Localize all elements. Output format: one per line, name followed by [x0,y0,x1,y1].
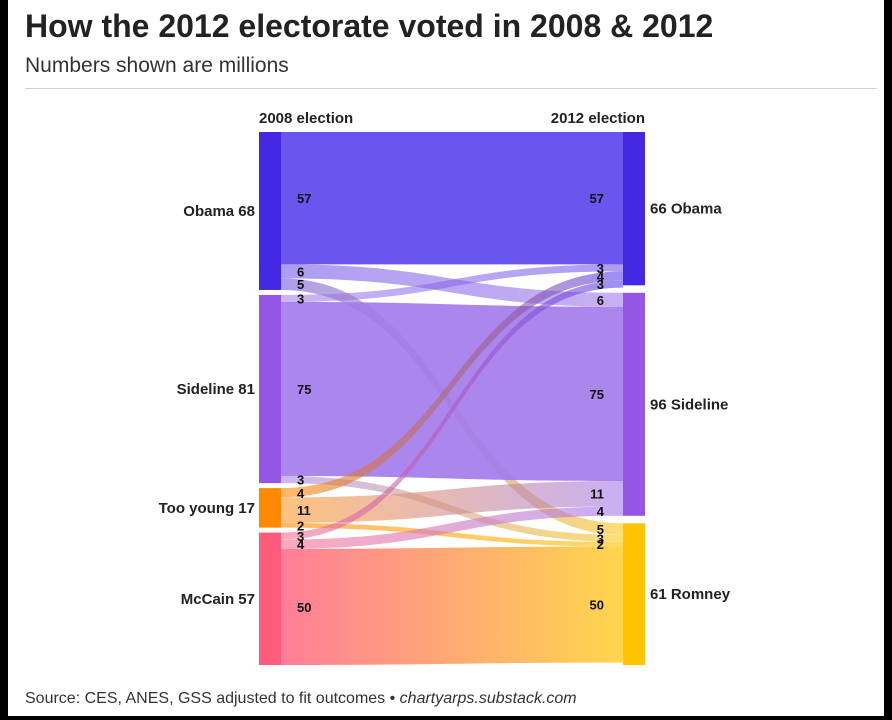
left-column-header: 2008 election [259,110,353,127]
node-label-romney12: 61 Romney [650,586,731,603]
flow-mccain08-sideline12 [281,506,623,549]
node-obama08 [259,132,281,290]
source-note: Source: CES, ANES, GSS adjusted to fit o… [25,690,577,708]
node-label-sideline12: 96 Sideline [650,396,728,413]
flow-mccain08-obama12 [281,280,623,540]
flow-young08-romney12 [281,522,623,547]
flow-label-left-mccain08-sideline12: 4 [297,537,305,552]
flow-label-right-mccain08-obama12: 3 [597,277,604,292]
flow-label-left-sideline08-romney12: 3 [297,473,304,488]
flow-label-right-obama08-obama12: 57 [590,191,604,206]
flow-young08-obama12 [281,271,623,498]
node-mccain08 [259,532,281,665]
flow-sideline08-sideline12 [281,301,623,481]
flow-obama08-obama12 [281,132,623,265]
node-label-sideline08: Sideline 81 [177,381,255,398]
flow-label-right-obama08-sideline12: 6 [597,293,604,308]
title-divider [25,88,877,89]
flow-label-left-mccain08-obama12: 3 [297,529,304,544]
flow-sideline08-obama12 [281,264,623,302]
source-text: Source: CES, ANES, GSS adjusted to fit o… [25,690,400,707]
right-column-header: 2012 election [551,110,645,127]
node-romney12 [623,523,645,665]
node-sideline12 [623,292,645,516]
node-obama12 [623,132,645,286]
node-label-obama12: 66 Obama [650,201,722,218]
flow-label-right-sideline08-sideline12: 75 [590,387,604,402]
flow-label-left-young08-romney12: 2 [297,518,304,533]
node-label-mccain08: McCain 57 [181,591,255,608]
flow-label-left-obama08-obama12: 57 [297,191,311,206]
flow-label-right-sideline08-romney12: 3 [597,531,604,546]
node-label-obama08: Obama 68 [183,203,255,220]
node-young08 [259,488,281,528]
flows-layer [281,132,623,665]
flow-label-right-sideline08-obama12: 3 [597,261,604,276]
nodes-layer [259,132,645,665]
node-sideline08 [259,294,281,484]
flow-label-left-young08-obama12: 4 [297,486,305,501]
chart-frame: How the 2012 electorate voted in 2008 & … [8,0,884,716]
chart-subtitle: Numbers shown are millions [25,54,289,77]
flow-label-left-obama08-romney12: 5 [297,277,304,292]
flow-label-left-mccain08-romney12: 50 [297,600,311,615]
flow-label-right-mccain08-sideline12: 4 [597,504,605,519]
flow-label-left-obama08-sideline12: 6 [297,264,304,279]
flow-label-right-mccain08-romney12: 50 [590,598,604,613]
flow-label-left-sideline08-sideline12: 75 [297,382,311,397]
source-site: chartyarps.substack.com [399,690,577,707]
flow-label-left-young08-sideline12: 11 [297,503,311,518]
flow-mccain08-romney12 [281,546,623,665]
flow-label-right-obama08-romney12: 5 [597,522,604,537]
flow-label-left-sideline08-obama12: 3 [297,291,304,306]
flow-label-right-young08-sideline12: 11 [590,487,604,502]
node-label-young08: Too young 17 [159,500,255,517]
chart-title: How the 2012 electorate voted in 2008 & … [25,8,714,44]
flow-label-right-young08-obama12: 4 [597,269,605,284]
flow-label-right-young08-romney12: 2 [597,537,604,552]
